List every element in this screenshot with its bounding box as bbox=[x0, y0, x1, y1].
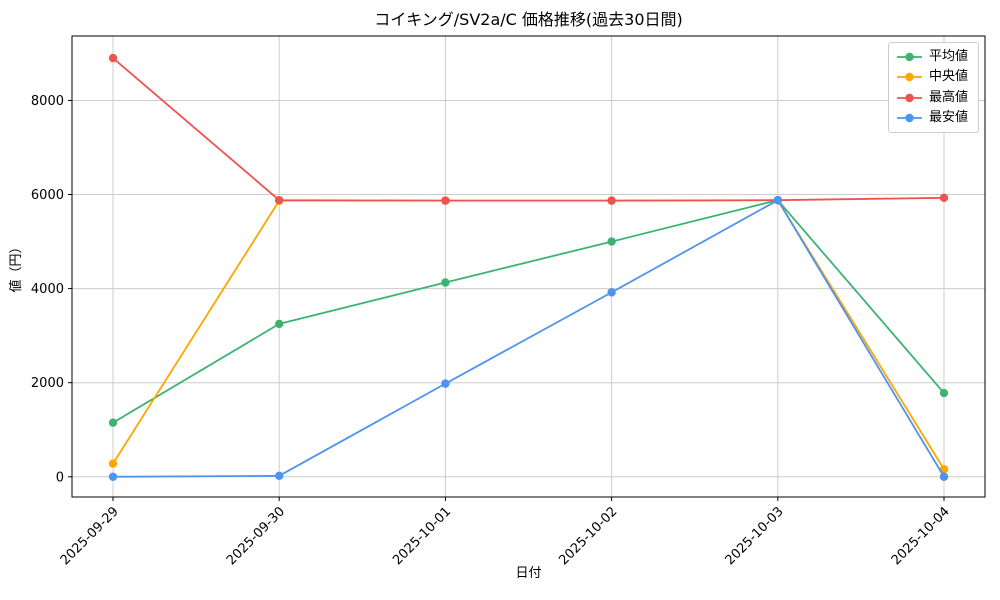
legend-item-label: 平均値 bbox=[928, 49, 968, 64]
legend: 平均値中央値最高値最安値 bbox=[887, 42, 979, 133]
x-tick-label: 2025-09-29 bbox=[58, 504, 122, 568]
legend-marker-icon bbox=[896, 113, 922, 123]
legend-item-median: 中央値 bbox=[896, 69, 968, 85]
series-marker-median bbox=[108, 459, 118, 468]
series-line-median bbox=[112, 199, 945, 470]
grid bbox=[72, 36, 985, 497]
series-line-average bbox=[112, 199, 945, 424]
series-marker-average bbox=[607, 237, 616, 246]
series-marker-highest bbox=[607, 196, 616, 205]
x-tick-label: 2025-10-01 bbox=[390, 504, 454, 568]
series-marker-lowest bbox=[108, 472, 118, 481]
series-average bbox=[108, 195, 949, 427]
series-marker-lowest bbox=[275, 471, 284, 481]
series-marker-median bbox=[939, 465, 949, 474]
legend-item-highest: 最高値 bbox=[896, 90, 968, 106]
x-axis-label: 日付 bbox=[515, 566, 541, 581]
legend-item-label: 中央値 bbox=[928, 69, 968, 85]
series-marker-average bbox=[108, 418, 118, 427]
series-median bbox=[108, 195, 949, 474]
series-marker-highest bbox=[441, 196, 450, 205]
legend-item-lowest: 最安値 bbox=[896, 110, 968, 126]
series-marker-average bbox=[939, 388, 949, 398]
series-marker-lowest bbox=[441, 379, 450, 388]
legend-item-label: 最高値 bbox=[928, 89, 968, 105]
series-marker-highest bbox=[939, 193, 949, 203]
x-tick-label: 2025-09-30 bbox=[224, 504, 288, 568]
legend-marker-icon bbox=[896, 93, 922, 102]
series-marker-lowest bbox=[607, 288, 616, 297]
series-marker-highest bbox=[275, 195, 284, 205]
y-tick-label: 4000 bbox=[31, 282, 64, 297]
series-marker-lowest bbox=[939, 472, 949, 481]
axis-ticks bbox=[68, 99, 945, 501]
y-tick-label: 2000 bbox=[31, 376, 64, 391]
legend-item-average: 平均値 bbox=[896, 49, 968, 65]
chart-title: コイキング/SV2a/C 価格推移(過去30日間) bbox=[374, 10, 683, 29]
y-tick-label: 0 bbox=[56, 470, 64, 485]
series-marker-highest bbox=[108, 53, 118, 63]
series-highest bbox=[108, 53, 949, 205]
series-line-highest bbox=[112, 57, 945, 202]
series-lowest bbox=[108, 195, 949, 481]
y-tick-label: 6000 bbox=[31, 188, 64, 203]
y-axis-label: 値（円） bbox=[8, 240, 24, 292]
plot-border bbox=[71, 35, 986, 498]
legend-marker-icon bbox=[896, 52, 922, 62]
legend-item-label: 最安値 bbox=[928, 109, 968, 125]
series-marker-lowest bbox=[773, 195, 782, 205]
y-tick-label: 8000 bbox=[31, 94, 64, 109]
series-marker-average bbox=[441, 278, 450, 287]
x-tick-label: 2025-10-04 bbox=[889, 504, 953, 568]
x-tick-label: 2025-10-02 bbox=[556, 504, 620, 568]
legend-marker-icon bbox=[896, 73, 922, 82]
series-marker-average bbox=[275, 319, 284, 329]
x-tick-label: 2025-10-03 bbox=[723, 504, 787, 568]
series-line-lowest bbox=[112, 199, 945, 478]
